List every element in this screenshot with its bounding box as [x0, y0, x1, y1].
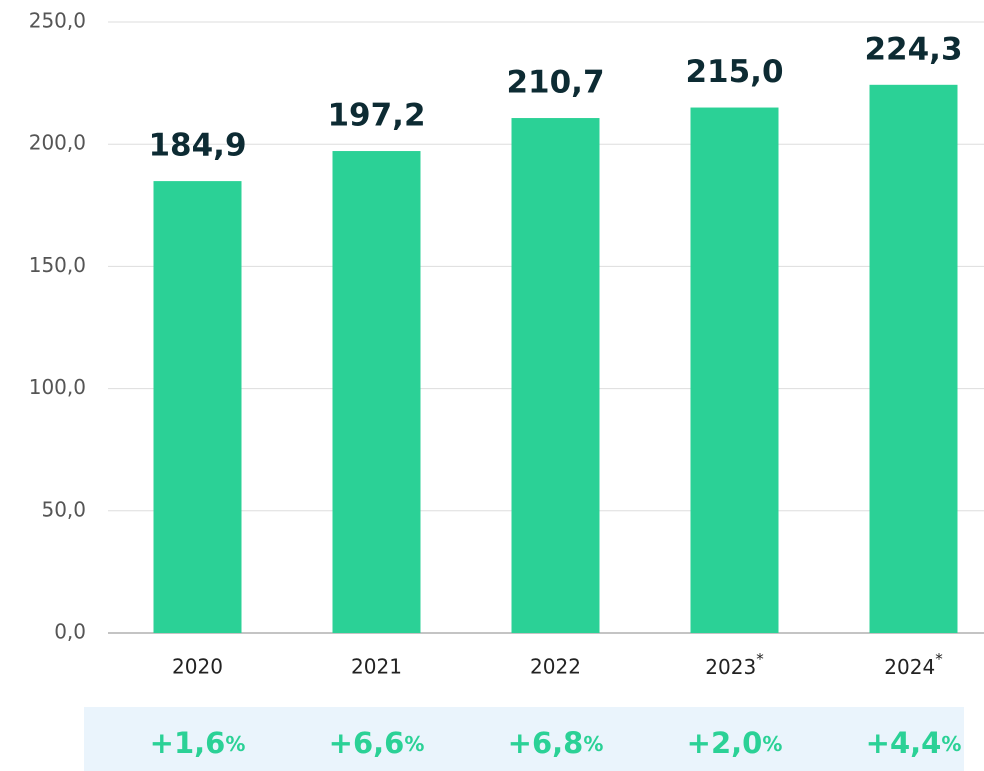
- bar: [153, 181, 242, 633]
- bar: [690, 107, 779, 634]
- growth-label: +1,6%: [150, 726, 246, 760]
- bar: [332, 151, 421, 633]
- x-tick-label: 2020: [172, 655, 223, 679]
- y-tick-label: 150,0: [29, 253, 86, 277]
- growth-band: [84, 707, 964, 771]
- y-tick-label: 50,0: [41, 497, 86, 521]
- value-label: 210,7: [506, 65, 604, 101]
- bar: [869, 84, 958, 634]
- y-tick-label: 250,0: [29, 9, 86, 33]
- bar: [511, 118, 600, 634]
- growth-label: +2,0%: [687, 726, 783, 760]
- growth-label: +4,4%: [866, 726, 962, 760]
- x-tick-label: 2021: [351, 655, 402, 679]
- y-tick-label: 0,0: [54, 620, 86, 644]
- value-label: 215,0: [685, 54, 783, 90]
- y-tick-label: 200,0: [29, 131, 86, 155]
- growth-label: +6,6%: [329, 726, 425, 760]
- value-label: 224,3: [864, 31, 962, 67]
- x-tick-label: 2023*: [705, 650, 764, 679]
- growth-label: +6,8%: [508, 726, 604, 760]
- y-tick-label: 100,0: [29, 375, 86, 399]
- x-tick-label: 2022: [530, 655, 581, 679]
- x-tick-label: 2024*: [884, 650, 943, 679]
- value-label: 197,2: [327, 98, 425, 134]
- value-label: 184,9: [148, 128, 246, 164]
